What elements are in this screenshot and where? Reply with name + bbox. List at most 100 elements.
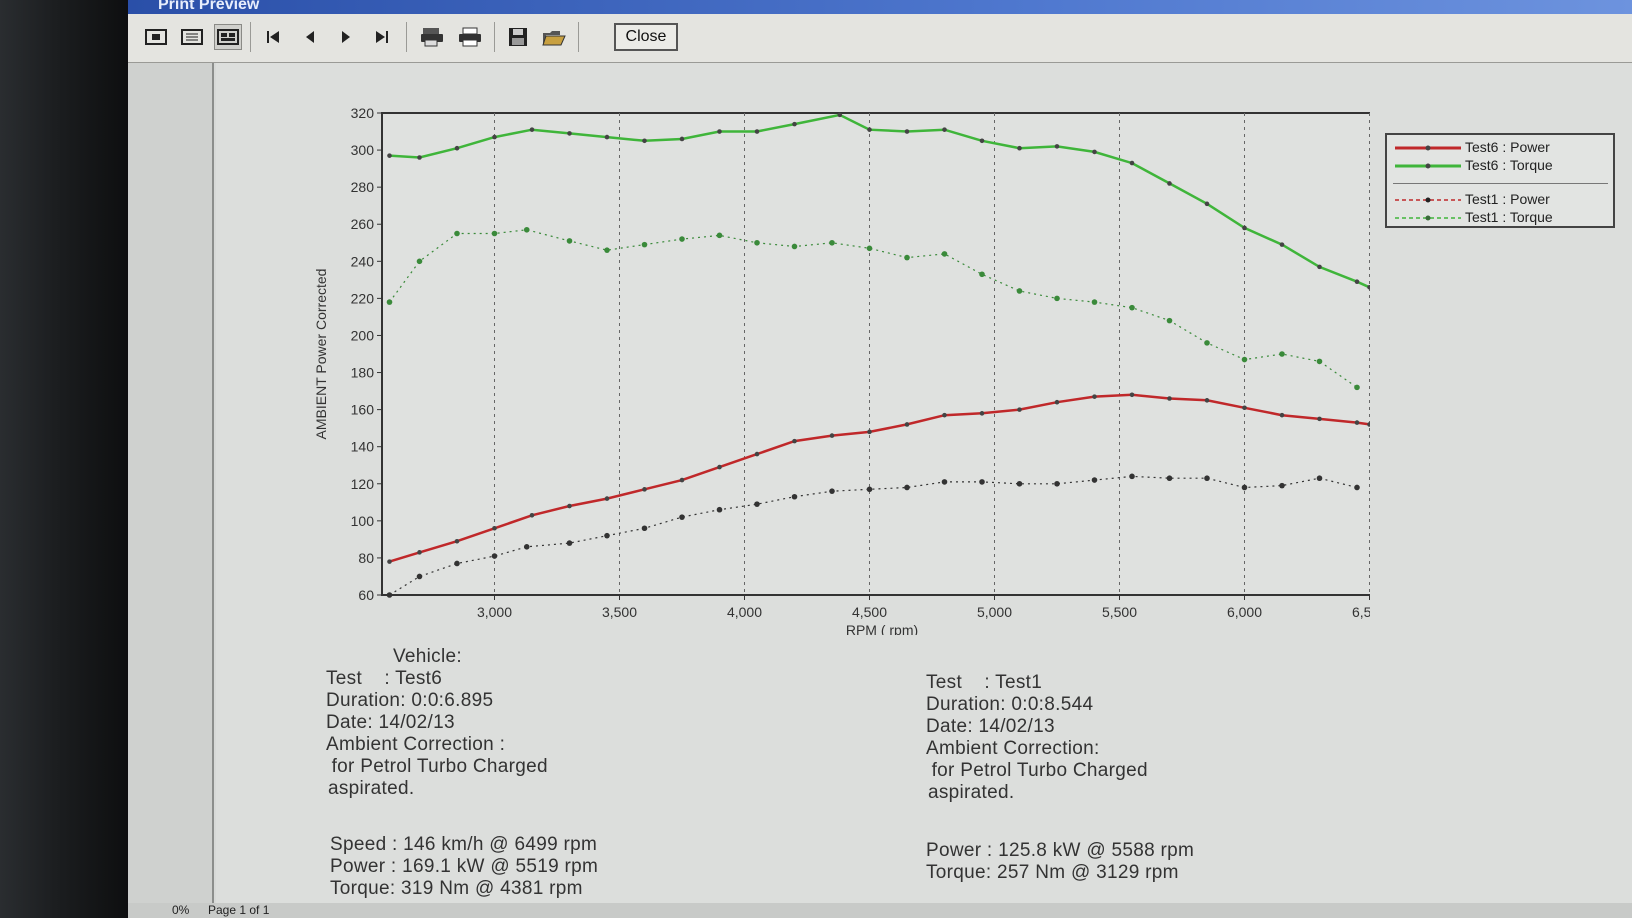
data-point — [1241, 484, 1248, 491]
dyno-chart: 3,000 3,500 4,000 4,500 5,000 5,500 6,000 6,500… — [313, 105, 1370, 635]
data-point — [1129, 473, 1135, 480]
data-point — [1166, 317, 1173, 324]
data-point — [566, 540, 573, 546]
data-point — [867, 429, 872, 435]
open-folder-icon[interactable] — [540, 24, 568, 50]
save-icon[interactable] — [504, 24, 532, 50]
x-tick-label: 4,500 — [852, 604, 887, 620]
data-point — [942, 412, 947, 418]
x-tick-label: 4,000 — [727, 604, 762, 620]
data-point — [1129, 304, 1135, 311]
legend-label: Test1 : Power — [1465, 191, 1550, 207]
data-point — [1242, 225, 1247, 231]
test1-power: Power : 125.8 kW @ 5588 rpm — [926, 840, 1195, 861]
y-tick-label: 60 — [358, 587, 374, 603]
last-page-icon[interactable] — [368, 24, 396, 50]
window-titlebar: Print Preview — [128, 0, 1632, 14]
legend-item: Test6 : Torque — [1387, 157, 1613, 175]
chart-legend: Test6 : Power Test6 : Torque Test1 : Pow… — [1385, 133, 1615, 228]
data-point — [1354, 484, 1360, 491]
data-point — [454, 560, 460, 567]
data-point — [1317, 264, 1322, 270]
x-tick-label: 3,000 — [477, 604, 512, 620]
data-point — [1167, 396, 1172, 401]
data-point — [829, 433, 835, 438]
data-point — [567, 503, 572, 509]
test1-fuel: for Petrol Turbo Charged — [926, 760, 1148, 781]
print-setup-icon[interactable] — [418, 24, 446, 50]
x-axis-label: RPM ( rpm) — [846, 622, 918, 635]
data-point — [386, 592, 393, 598]
data-point — [1017, 145, 1022, 151]
legend-label: Test6 : Power — [1465, 139, 1550, 155]
data-point — [642, 487, 647, 492]
data-point — [529, 127, 535, 132]
data-point — [1354, 420, 1360, 425]
data-point — [1367, 422, 1370, 427]
data-point — [1054, 399, 1060, 405]
data-point — [1204, 475, 1210, 482]
data-point — [791, 493, 798, 500]
data-point — [867, 127, 872, 132]
data-point — [716, 232, 723, 239]
data-point — [1167, 181, 1172, 186]
test6-name: Test : Test6 — [326, 668, 443, 689]
data-point — [641, 241, 648, 248]
single-page-icon[interactable] — [142, 24, 170, 50]
data-point — [792, 438, 797, 444]
y-tick-label: 180 — [351, 365, 375, 381]
data-point — [754, 501, 760, 507]
data-point — [754, 129, 760, 134]
print-icon[interactable] — [456, 24, 484, 50]
vehicle-label: Vehicle: — [393, 646, 462, 667]
data-point — [1016, 480, 1023, 487]
y-tick-label: 300 — [351, 142, 375, 158]
multi-page-icon[interactable] — [214, 24, 242, 50]
data-point — [491, 553, 498, 559]
data-point — [1204, 201, 1210, 207]
data-point — [717, 129, 722, 134]
test1-date: Date: 14/02/13 — [926, 716, 1055, 737]
data-point — [1317, 416, 1322, 422]
data-point — [387, 559, 392, 564]
data-point — [491, 230, 498, 237]
close-button[interactable]: Close — [614, 23, 678, 51]
legend-item: Test1 : Power — [1387, 191, 1613, 209]
zoom-status: 0% — [172, 903, 190, 917]
first-page-icon[interactable] — [260, 24, 288, 50]
test1-torque: Torque: 257 Nm @ 3129 rpm — [926, 862, 1179, 883]
data-point — [1316, 358, 1323, 365]
two-page-icon[interactable] — [178, 24, 206, 50]
data-point — [829, 239, 835, 246]
data-point — [1129, 160, 1135, 166]
data-point — [1054, 295, 1060, 302]
legend-item: Test1 : Torque — [1387, 209, 1613, 227]
legend-label: Test6 : Torque — [1465, 157, 1553, 173]
test6-date: Date: 14/02/13 — [326, 712, 455, 733]
data-point — [523, 226, 530, 233]
data-point — [979, 411, 985, 416]
plot-area — [381, 112, 1370, 596]
y-tick-label: 100 — [351, 513, 375, 529]
data-point — [1091, 477, 1098, 483]
previous-page-icon[interactable] — [296, 24, 324, 50]
data-point — [1354, 384, 1360, 391]
data-point — [1054, 480, 1060, 487]
data-point — [416, 258, 423, 265]
data-point — [529, 512, 535, 518]
y-tick-label: 320 — [351, 105, 375, 121]
legend-label: Test1 : Torque — [1465, 209, 1553, 225]
test6-duration: Duration: 0:0:6.895 — [326, 690, 494, 711]
data-point — [454, 145, 460, 151]
data-point — [454, 230, 460, 237]
data-point — [1279, 351, 1285, 357]
next-page-icon[interactable] — [332, 24, 360, 50]
page-status: Page 1 of 1 — [208, 903, 270, 917]
data-point — [754, 239, 760, 246]
data-point — [1129, 392, 1135, 398]
data-point — [942, 127, 947, 132]
data-point — [1054, 144, 1060, 149]
y-tick-label: 160 — [351, 402, 375, 418]
y-tick-label: 140 — [351, 439, 375, 455]
data-point — [604, 532, 610, 539]
